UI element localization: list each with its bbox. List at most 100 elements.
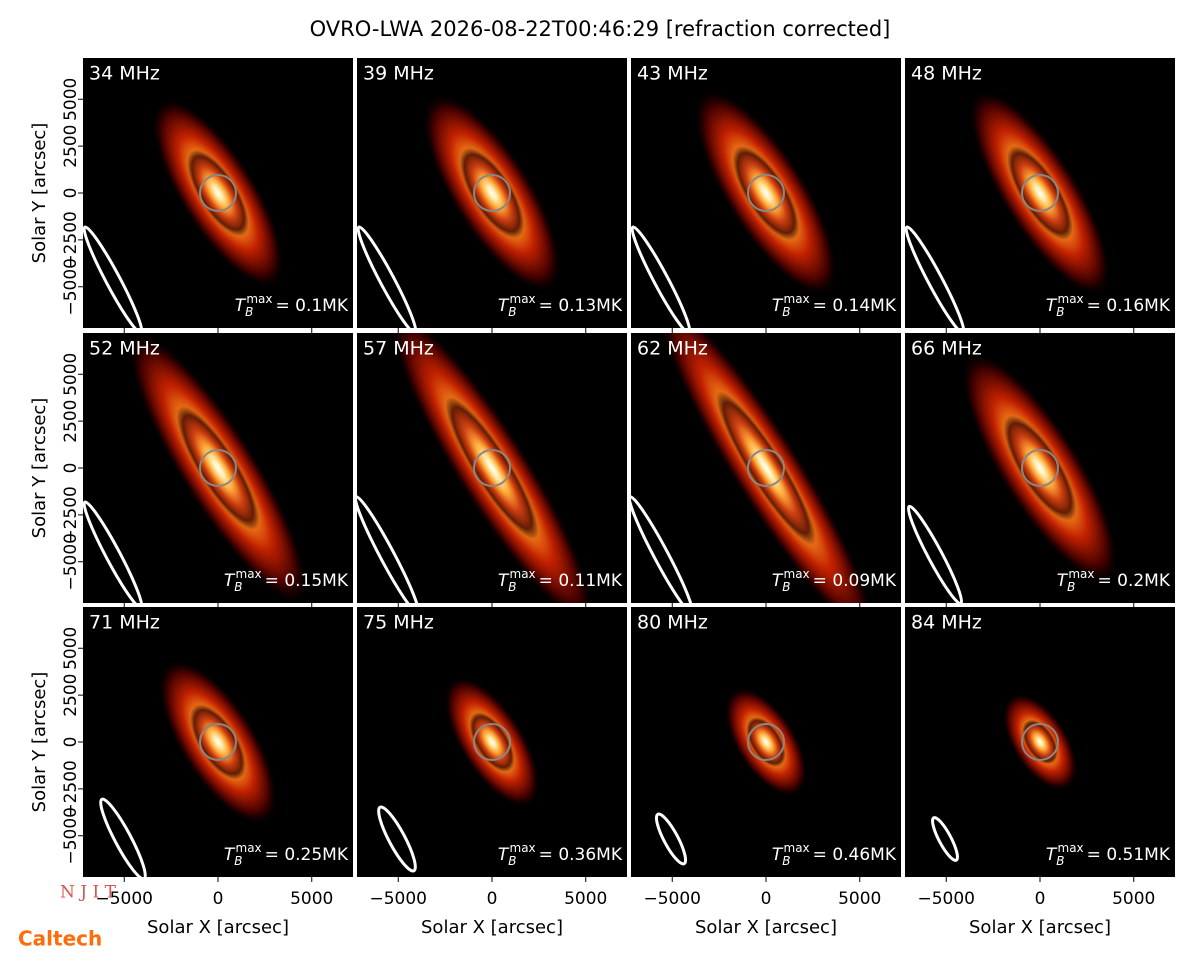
x-tick-label: −5000 (369, 889, 427, 909)
y-tick-label: 0 (61, 737, 81, 748)
beam (906, 504, 964, 603)
panel: 48 MHz TBmax = 0.16MK (905, 58, 1175, 333)
tb-label: TBmax = 0.46MK (772, 841, 897, 868)
solar-disk (199, 449, 237, 487)
tb-sub: B (1067, 580, 1075, 594)
solar-disk (1021, 174, 1059, 212)
tb-symbol: T (224, 845, 236, 865)
x-tick-label: −5000 (95, 889, 153, 909)
y-tick-label: 2500 (61, 124, 81, 167)
tb-sup: max (510, 841, 536, 855)
solar-disk (747, 723, 785, 761)
y-tick-label: −2500 (61, 486, 81, 544)
panel: 66 MHz TBmax = 0.2MK (905, 333, 1175, 608)
logo: N J I T (60, 883, 117, 903)
tb-sup: max (236, 567, 262, 581)
tb-symbol: T (1046, 296, 1058, 316)
tb-label: TBmax = 0.51MK (1046, 841, 1171, 868)
x-tick-label: 5000 (838, 889, 881, 909)
solar-disk (199, 174, 237, 212)
emission-core (187, 149, 249, 237)
tb-sup: max (510, 567, 536, 581)
frequency-label: 43 MHz (637, 63, 708, 85)
panel: 39 MHz TBmax = 0.13MK (357, 58, 627, 333)
tb-label: TBmax = 0.2MK (1057, 567, 1171, 594)
tb-sub: B (508, 305, 516, 319)
beam (931, 816, 959, 862)
tb-value: = 0.15MK (265, 571, 349, 591)
tb-label: TBmax = 0.11MK (498, 567, 623, 594)
x-tick-label: −5000 (643, 889, 701, 909)
tb-sub: B (782, 580, 790, 594)
image-area (905, 89, 1112, 328)
image-area (654, 687, 808, 866)
x-tick-label: −5000 (917, 889, 975, 909)
x-tick-label: 5000 (290, 889, 333, 909)
image-area (99, 658, 278, 877)
image-area (906, 351, 1120, 603)
beam (631, 495, 695, 603)
tb-symbol: T (498, 571, 510, 591)
frequency-label: 62 MHz (637, 338, 708, 360)
image-area (631, 333, 876, 603)
tb-label: TBmax = 0.16MK (1046, 292, 1171, 319)
tb-sup: max (1068, 567, 1094, 581)
y-tick-label: −2500 (61, 211, 81, 269)
tb-sub: B (1056, 854, 1064, 868)
beam (631, 225, 692, 328)
image-area (357, 93, 562, 328)
tb-symbol: T (772, 296, 784, 316)
logo: Caltech (18, 927, 102, 951)
solar-disk (473, 723, 511, 761)
y-axis-label: Solar Y [arcsec] (29, 672, 50, 813)
tb-symbol: T (498, 296, 510, 316)
image-area (931, 693, 1078, 862)
tb-value: = 0.16MK (1087, 296, 1171, 316)
tb-sub: B (508, 580, 516, 594)
tb-value: = 0.2MK (1098, 571, 1171, 591)
y-tick-label: 0 (61, 463, 81, 474)
tb-sub: B (1056, 305, 1064, 319)
solar-disk (199, 723, 237, 761)
tb-value: = 0.46MK (813, 845, 897, 865)
y-tick-label: −5000 (61, 533, 81, 591)
tb-label: TBmax = 0.36MK (498, 841, 623, 868)
tb-value: = 0.51MK (1087, 845, 1171, 865)
tb-symbol: T (224, 571, 236, 591)
y-tick-label: 5000 (61, 353, 81, 396)
tb-label: TBmax = 0.14MK (772, 292, 897, 319)
chart-title: OVRO-LWA 2026-08-22T00:46:29 [refraction… (310, 17, 891, 41)
solar-disk (1021, 449, 1059, 487)
tb-value: = 0.14MK (813, 296, 897, 316)
beam (357, 495, 421, 603)
tb-label: TBmax = 0.09MK (772, 567, 897, 594)
tb-label: TBmax = 0.25MK (224, 841, 349, 868)
y-tick-label: 2500 (61, 399, 81, 442)
frequency-label: 80 MHz (637, 612, 708, 634)
panel: 34 MHz TBmax = 0.1MK −5000−2500 0 2500 5000 Sol… (29, 58, 353, 333)
panel: 43 MHz TBmax = 0.14MK (631, 58, 901, 333)
tb-sup: max (1058, 841, 1084, 855)
image-area (631, 89, 839, 328)
image-area (83, 333, 309, 603)
emission-core (1007, 146, 1073, 240)
frequency-label: 66 MHz (911, 338, 982, 360)
tb-value: = 0.13MK (539, 296, 623, 316)
tb-sup: max (784, 567, 810, 581)
emission-core (1022, 719, 1058, 765)
tb-sub: B (245, 305, 253, 319)
y-tick-label: −5000 (61, 258, 81, 316)
tb-sub: B (234, 580, 242, 594)
tb-symbol: T (235, 296, 247, 316)
x-axis-label: Solar X [arcsec] (147, 917, 289, 938)
x-axis-label: Solar X [arcsec] (421, 917, 563, 938)
beam (905, 225, 966, 328)
image-area (377, 676, 541, 873)
tb-value: = 0.25MK (265, 845, 349, 865)
tb-value: = 0.11MK (539, 571, 623, 591)
image-area (357, 333, 595, 603)
x-tick-label: 0 (761, 889, 772, 909)
